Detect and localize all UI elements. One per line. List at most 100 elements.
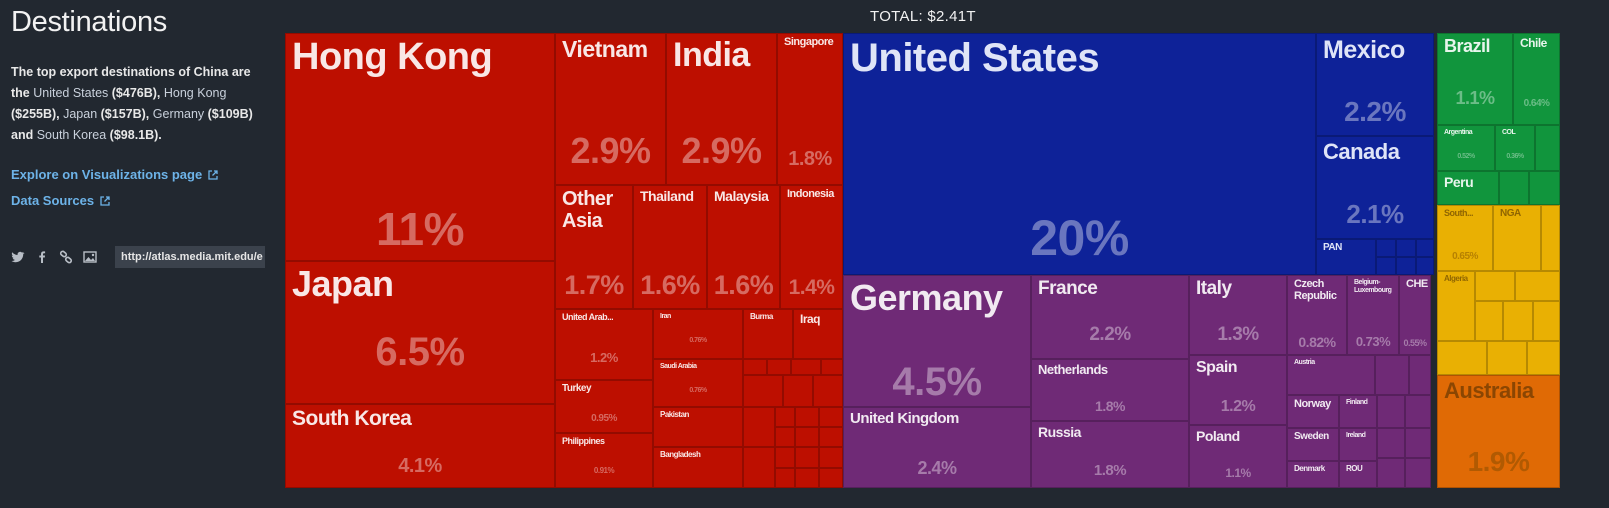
- treemap-tile-russia[interactable]: Russia 1.8%: [1031, 421, 1189, 488]
- treemap-tile-peru[interactable]: Peru: [1437, 171, 1499, 205]
- treemap-tile-bangladesh[interactable]: Bangladesh: [653, 447, 743, 488]
- treemap-tile-minor[interactable]: [1409, 355, 1431, 395]
- treemap-tile-minor[interactable]: [795, 427, 819, 447]
- treemap-tile-minor[interactable]: [1499, 171, 1529, 205]
- treemap-tile-minor[interactable]: [775, 427, 795, 447]
- destination-link[interactable]: South Korea: [36, 128, 107, 142]
- treemap-tile-rou[interactable]: ROU: [1339, 461, 1377, 488]
- treemap-tile-minor[interactable]: [783, 375, 813, 407]
- treemap-tile-turkey[interactable]: Turkey 0.95%: [555, 380, 653, 433]
- treemap-tile-col[interactable]: COL 0.36%: [1495, 125, 1535, 171]
- treemap-tile-austria[interactable]: Austria: [1287, 355, 1375, 395]
- treemap-tile-south[interactable]: South... 0.65%: [1437, 205, 1493, 271]
- treemap-tile-minor[interactable]: [795, 468, 819, 488]
- treemap-tile-denmark[interactable]: Denmark: [1287, 461, 1339, 488]
- treemap-tile-hong-kong[interactable]: Hong Kong 11%: [285, 33, 555, 261]
- treemap-tile-minor[interactable]: [791, 359, 821, 375]
- treemap-tile-minor[interactable]: [1377, 395, 1405, 428]
- treemap-tile-nga[interactable]: NGA: [1493, 205, 1541, 271]
- destination-link[interactable]: United States: [33, 86, 109, 100]
- treemap-tile-minor[interactable]: [1396, 239, 1416, 257]
- treemap-tile-mexico[interactable]: Mexico 2.2%: [1316, 33, 1434, 136]
- treemap-tile-vietnam[interactable]: Vietnam 2.9%: [555, 33, 666, 185]
- treemap-tile-norway[interactable]: Norway: [1287, 395, 1339, 428]
- treemap-tile-canada[interactable]: Canada 2.1%: [1316, 136, 1434, 239]
- treemap-tile-pakistan[interactable]: Pakistan: [653, 407, 743, 447]
- treemap-tile-che[interactable]: CHE 0.55%: [1399, 275, 1431, 355]
- treemap-tile-minor[interactable]: [821, 359, 843, 375]
- treemap-tile-minor[interactable]: [743, 447, 775, 488]
- explore-visualizations-link[interactable]: Explore on Visualizations page: [11, 167, 218, 182]
- treemap-tile-minor[interactable]: [1535, 125, 1560, 171]
- treemap-tile-poland[interactable]: Poland 1.1%: [1189, 425, 1287, 488]
- treemap-tile-japan[interactable]: Japan 6.5%: [285, 261, 555, 404]
- treemap-tile-finland[interactable]: Finland: [1339, 395, 1377, 428]
- treemap-tile-singapore[interactable]: Singapore 1.8%: [777, 33, 843, 185]
- facebook-icon[interactable]: [35, 250, 49, 264]
- treemap-tile-other-asia[interactable]: Other Asia 1.7%: [555, 185, 633, 309]
- treemap-tile-netherlands[interactable]: Netherlands 1.8%: [1031, 359, 1189, 421]
- data-sources-link[interactable]: Data Sources: [11, 193, 110, 208]
- treemap-tile-united-states[interactable]: United States 20%: [843, 33, 1316, 275]
- treemap-tile-minor[interactable]: [1529, 171, 1560, 205]
- treemap-tile-australia[interactable]: Australia 1.9%: [1437, 375, 1560, 488]
- treemap-tile-minor[interactable]: [819, 468, 843, 488]
- treemap-tile-ireland[interactable]: Ireland: [1339, 428, 1377, 461]
- treemap-tile-minor[interactable]: [1405, 395, 1431, 428]
- treemap-tile-czech-republic[interactable]: Czech Republic 0.82%: [1287, 275, 1347, 355]
- twitter-icon[interactable]: [11, 250, 25, 264]
- treemap-tile-united-kingdom[interactable]: United Kingdom 2.4%: [843, 407, 1031, 488]
- treemap-tile-minor[interactable]: [819, 407, 843, 427]
- treemap-tile-minor[interactable]: [1375, 355, 1409, 395]
- treemap-tile-minor[interactable]: [1405, 458, 1431, 488]
- treemap-tile-minor[interactable]: [813, 375, 843, 407]
- treemap-tile-minor[interactable]: [1475, 301, 1503, 341]
- treemap-tile-minor[interactable]: [1416, 239, 1434, 257]
- treemap-tile-minor[interactable]: [743, 359, 767, 375]
- treemap-tile-iraq[interactable]: Iraq: [793, 309, 843, 359]
- treemap-tile-minor[interactable]: [819, 427, 843, 447]
- treemap-tile-india[interactable]: India 2.9%: [666, 33, 777, 185]
- treemap-tile-south-korea[interactable]: South Korea 4.1%: [285, 404, 555, 488]
- treemap-tile-malaysia[interactable]: Malaysia 1.6%: [707, 185, 780, 309]
- treemap-tile-minor[interactable]: [743, 407, 775, 447]
- treemap-tile-minor[interactable]: [1376, 257, 1396, 275]
- treemap-tile-iran[interactable]: Iran 0.76%: [653, 309, 743, 359]
- treemap-tile-minor[interactable]: [1416, 257, 1434, 275]
- treemap-tile-spain[interactable]: Spain 1.2%: [1189, 355, 1287, 425]
- treemap-tile-united-arab[interactable]: United Arab... 1.2%: [555, 309, 653, 380]
- treemap-tile-minor[interactable]: [775, 468, 795, 488]
- treemap-tile-thailand[interactable]: Thailand 1.6%: [633, 185, 707, 309]
- treemap-tile-minor[interactable]: [1541, 205, 1560, 271]
- destination-link[interactable]: Germany: [152, 107, 205, 121]
- treemap-tile-germany[interactable]: Germany 4.5%: [843, 275, 1031, 407]
- treemap-tile-minor[interactable]: [1503, 301, 1533, 341]
- treemap-tile-minor[interactable]: [1376, 239, 1396, 257]
- treemap-tile-minor[interactable]: [795, 447, 819, 468]
- treemap-tile-france[interactable]: France 2.2%: [1031, 275, 1189, 359]
- treemap-tile-minor[interactable]: [1377, 428, 1405, 458]
- treemap-tile-minor[interactable]: [1527, 341, 1560, 375]
- treemap-tile-burma[interactable]: Burma: [743, 309, 793, 359]
- treemap-tile-minor[interactable]: [1515, 271, 1560, 301]
- treemap-tile-minor[interactable]: [1437, 341, 1487, 375]
- destination-link[interactable]: Japan: [63, 107, 98, 121]
- treemap-tile-minor[interactable]: [767, 359, 791, 375]
- treemap-tile-minor[interactable]: [775, 447, 795, 468]
- treemap-tile-minor[interactable]: [1396, 257, 1416, 275]
- treemap-tile-sweden[interactable]: Sweden: [1287, 428, 1339, 461]
- treemap-tile-brazil[interactable]: Brazil 1.1%: [1437, 33, 1513, 125]
- destination-link[interactable]: Hong Kong: [163, 86, 227, 100]
- treemap-tile-belgium-luxembourg[interactable]: Belgium-Luxembourg 0.73%: [1347, 275, 1399, 355]
- treemap-tile-algeria[interactable]: Algeria: [1437, 271, 1475, 341]
- treemap-tile-minor[interactable]: [1405, 428, 1431, 458]
- share-url-field[interactable]: http://atlas.media.mit.edu/e: [115, 246, 265, 268]
- treemap-tile-minor[interactable]: [775, 407, 795, 427]
- image-icon[interactable]: [83, 250, 97, 264]
- treemap-tile-minor[interactable]: [795, 407, 819, 427]
- treemap-tile-argentina[interactable]: Argentina 0.52%: [1437, 125, 1495, 171]
- treemap-tile-minor[interactable]: [819, 447, 843, 468]
- treemap-tile-minor[interactable]: [1487, 341, 1527, 375]
- treemap-tile-pan[interactable]: PAN: [1316, 239, 1376, 275]
- treemap-tile-minor[interactable]: [1377, 458, 1405, 488]
